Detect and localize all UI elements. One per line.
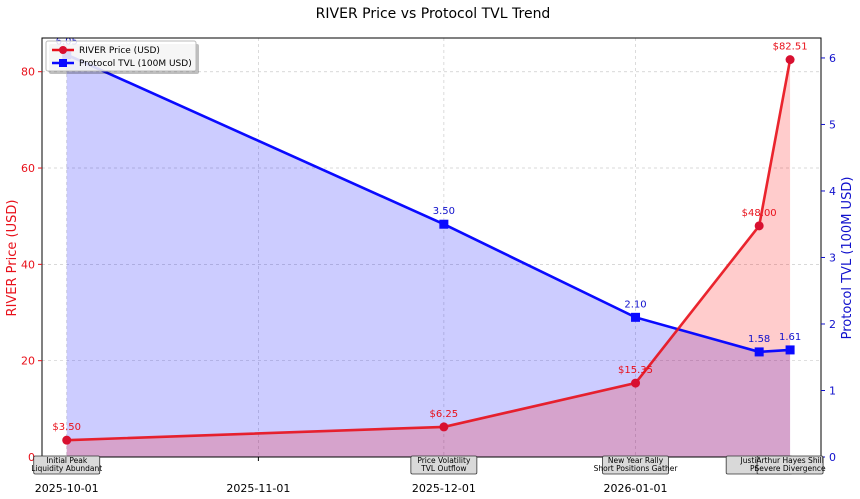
y-left-tick-label: 20 (21, 355, 35, 368)
area-fills (66, 54, 791, 457)
tvl-data-label: 1.58 (748, 334, 770, 345)
price-point (62, 435, 72, 445)
price-data-label: $6.25 (430, 409, 459, 420)
legend-box (45, 40, 197, 72)
annotation-text: Liquidity Abundant (31, 464, 102, 473)
legend-price-label: RIVER Price (USD) (79, 46, 160, 56)
price-data-label: $48.00 (742, 208, 777, 219)
y-left-tick-label: 40 (21, 258, 35, 271)
price-data-label: $15.35 (618, 365, 653, 376)
tvl-point (439, 219, 449, 229)
price-point (785, 55, 795, 65)
y-right-tick-label: 1 (829, 384, 836, 397)
y-right-tick-label: 5 (829, 118, 836, 131)
annotation-text: Arthur Hayes Shill (756, 456, 823, 465)
x-tick-label: 2025-12-01 (412, 482, 476, 495)
legend-tvl-label: Protocol TVL (100M USD) (79, 59, 192, 69)
tvl-data-label: 3.50 (433, 206, 455, 217)
axes: 2025-10-01 2025-11-01 2025-12-01 2026-01-01… (21, 52, 836, 495)
tvl-point (631, 312, 641, 322)
x-tick-label: 2025-10-01 (35, 482, 99, 495)
annotation-background (756, 455, 824, 475)
annotation-background (33, 455, 101, 475)
series-markers (62, 50, 795, 445)
x-tick-label: 2025-11-01 (226, 482, 290, 495)
chart-title: RIVER Price vs Protocol TVL Trend (316, 6, 551, 22)
y-right-tick-label: 4 (829, 185, 836, 198)
tvl-data-label: 2.10 (624, 299, 646, 310)
legend-price-swatch-marker (59, 46, 67, 54)
annotation-text: Short Positions Gather (594, 464, 679, 473)
annotation-background (602, 455, 669, 475)
legend: RIVER Price (USD) Protocol TVL (100M USD) (45, 40, 199, 74)
price-point (754, 221, 764, 231)
annotation-text: Severe Divergence (755, 464, 826, 473)
y-left-tick-label: 80 (21, 66, 35, 79)
annotation-text: TVL Outflow (420, 464, 466, 473)
annotation-text: Initial Peak (46, 456, 88, 465)
legend-tvl-swatch-marker (59, 59, 67, 67)
y-right-tick-label: 0 (829, 451, 836, 464)
price-point (631, 378, 641, 388)
y-right-tick-label: 3 (829, 251, 836, 264)
tvl-data-label: 1.61 (779, 332, 801, 343)
tvl-area-fill (66, 54, 791, 457)
price-data-label: $82.51 (773, 42, 808, 53)
price-point (439, 422, 449, 432)
tvl-point (754, 347, 764, 357)
x-tick-label: 2026-01-01 (604, 482, 668, 495)
y-left-tick-label: 60 (21, 162, 35, 175)
tvl-point (785, 345, 795, 355)
y-axis-label-right: Protocol TVL (100M USD) (840, 177, 855, 340)
annotation-background (410, 455, 478, 475)
y-right-tick-label: 2 (829, 318, 836, 331)
price-data-label: $3.50 (52, 422, 81, 433)
y-right-tick-label: 6 (829, 52, 836, 65)
price-area-fill (66, 59, 791, 457)
annotation-text: New Year Rally (608, 456, 664, 465)
annotation-text: Price Volatility (417, 456, 471, 465)
y-axis-label-left: RIVER Price (USD) (5, 200, 20, 317)
y-left-tick-label: 0 (28, 451, 35, 464)
